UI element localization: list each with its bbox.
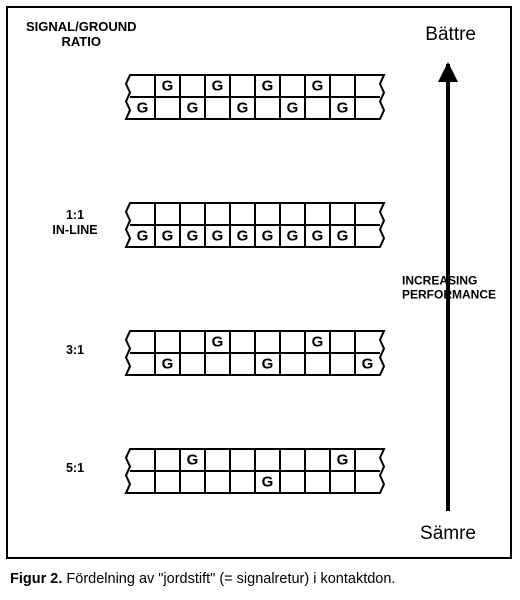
- svg-text:G: G: [212, 228, 224, 245]
- ratio-label-row4: 5:1: [40, 461, 110, 476]
- svg-text:G: G: [287, 228, 299, 245]
- svg-text:G: G: [287, 100, 299, 117]
- connector-row2: GGGGGGGGG: [124, 200, 386, 252]
- svg-text:G: G: [212, 78, 224, 95]
- svg-text:G: G: [212, 334, 224, 351]
- svg-text:G: G: [337, 452, 349, 469]
- header-line1: SIGNAL/GROUND: [26, 19, 137, 34]
- svg-text:G: G: [162, 356, 174, 373]
- svg-text:G: G: [337, 100, 349, 117]
- svg-text:G: G: [262, 228, 274, 245]
- svg-text:G: G: [137, 228, 149, 245]
- scale-bottom-label: Sämre: [420, 523, 476, 545]
- arrow-head-icon: [438, 62, 458, 82]
- svg-text:G: G: [262, 474, 274, 491]
- connector-row3: G G G G G: [124, 328, 386, 380]
- svg-text:G: G: [187, 100, 199, 117]
- connector-row4: G G G: [124, 446, 386, 498]
- svg-text:G: G: [162, 228, 174, 245]
- header-line2: RATIO: [62, 34, 101, 49]
- figure-caption: Figur 2. Fördelning av "jordstift" (= si…: [6, 571, 514, 587]
- svg-text:G: G: [187, 228, 199, 245]
- connector-row1: GGGGGGGGG: [124, 72, 386, 124]
- header-label: SIGNAL/GROUND RATIO: [26, 20, 137, 50]
- svg-text:G: G: [137, 100, 149, 117]
- svg-text:G: G: [312, 78, 324, 95]
- svg-text:G: G: [162, 78, 174, 95]
- svg-text:G: G: [337, 228, 349, 245]
- scale-top-label: Bättre: [425, 24, 476, 46]
- svg-text:G: G: [312, 228, 324, 245]
- svg-text:G: G: [237, 228, 249, 245]
- svg-text:G: G: [187, 452, 199, 469]
- svg-text:G: G: [262, 356, 274, 373]
- caption-bold: Figur 2.: [10, 571, 62, 587]
- ratio-label-row2: 1:1IN-LINE: [40, 208, 110, 238]
- svg-text:G: G: [362, 356, 374, 373]
- ratio-label-row3: 3:1: [40, 343, 110, 358]
- figure: SIGNAL/GROUND RATIO Bättre Sämre INCREAS…: [0, 0, 520, 597]
- svg-text:G: G: [312, 334, 324, 351]
- arrow-label: INCREASING PERFORMANCE: [402, 273, 496, 302]
- svg-text:G: G: [237, 100, 249, 117]
- caption-rest: Fördelning av "jordstift" (= signalretur…: [62, 571, 395, 587]
- svg-text:G: G: [262, 78, 274, 95]
- diagram-frame: SIGNAL/GROUND RATIO Bättre Sämre INCREAS…: [6, 6, 512, 559]
